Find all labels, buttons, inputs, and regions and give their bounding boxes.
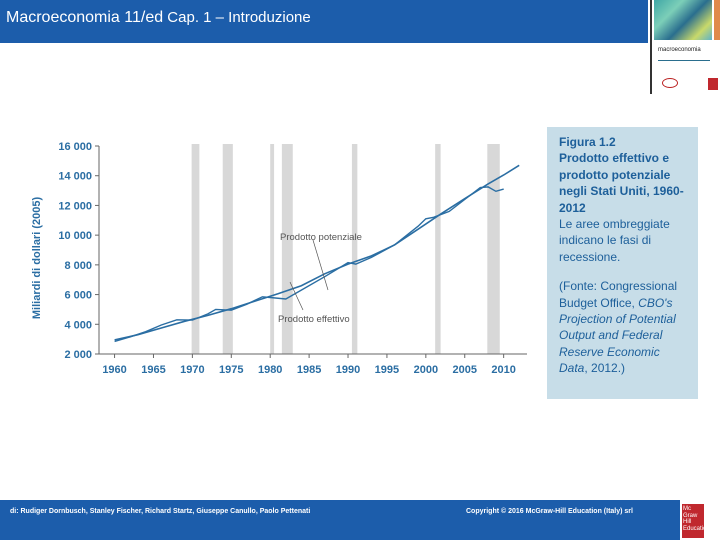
cover-stripe xyxy=(714,0,720,40)
x-tick-label: 1980 xyxy=(258,364,282,376)
caption-title: Prodotto effettivo e prodotto potenziale… xyxy=(559,151,684,215)
x-tick-label: 2010 xyxy=(491,364,515,376)
y-tick-label: 8 000 xyxy=(64,260,92,272)
annotation-effective-leader xyxy=(289,281,304,311)
y-tick-label: 6 000 xyxy=(64,290,92,302)
footer-bar: di: Rudiger Dornbusch, Stanley Fischer, … xyxy=(0,500,680,540)
caption-source-close: , 2012.) xyxy=(584,361,626,376)
y-tick-label: 12 000 xyxy=(58,200,92,212)
footer-authors: di: Rudiger Dornbusch, Stanley Fischer, … xyxy=(10,508,311,515)
footer-copyright: Copyright © 2016 McGraw-Hill Education (… xyxy=(466,508,633,515)
header-bar: Macroeconomia 11/ed Cap. 1 – Introduzion… xyxy=(0,0,648,43)
annotation-potential-leader xyxy=(312,239,329,291)
chart-axes xyxy=(95,145,527,358)
cover-artwork xyxy=(654,0,712,40)
cover-seal-icon xyxy=(662,78,678,88)
caption-source: (Fonte: Congressional Budget Office, CBO… xyxy=(559,278,686,376)
slide-title: Macroeconomia 11/ed Cap. 1 – Introduzion… xyxy=(6,9,311,27)
cover-rule xyxy=(658,60,710,61)
figure-caption: Figura 1.2 Prodotto effettivo e prodotto… xyxy=(547,127,698,399)
publisher-logo: Mc Graw Hill Education xyxy=(680,502,710,540)
caption-source-title: CBO's Projection of Potential Output and… xyxy=(559,295,676,376)
cover-book-name: macroeconomia xyxy=(658,47,701,53)
x-tick-label: 1990 xyxy=(336,364,360,376)
x-tick-label: 1975 xyxy=(219,364,243,376)
x-tick-label: 2000 xyxy=(414,364,438,376)
x-tick-label: 1965 xyxy=(141,364,165,376)
book-cover-image: macroeconomia xyxy=(650,0,720,94)
x-tick-label: 2005 xyxy=(453,364,477,376)
recession-band-6 xyxy=(487,144,500,354)
y-tick-label: 10 000 xyxy=(58,230,92,242)
recession-band-3 xyxy=(281,144,293,354)
line-chart: 2 000 4 000 6 000 8 000 10 000 12 000 14 000 16… xyxy=(31,141,527,376)
x-tick-label: 1960 xyxy=(102,364,126,376)
chapter-title: Cap. 1 – Introduzione xyxy=(167,9,311,26)
logo-line-3: Hill xyxy=(683,519,692,525)
logo-line-4: Education xyxy=(683,525,710,532)
recession-band-0 xyxy=(191,144,200,354)
cover-publisher-logo xyxy=(708,78,718,90)
chart-area: 2 000 4 000 6 000 8 000 10 000 12 000 14 000 16… xyxy=(28,126,533,393)
annotation-effective: Prodotto effettivo xyxy=(278,281,350,325)
logo-line-2: Graw xyxy=(683,512,698,519)
y-tick-label: 2 000 xyxy=(64,349,92,361)
tick-labels: 2 000 4 000 6 000 8 000 10 000 12 000 14 000 16… xyxy=(58,141,516,376)
x-tick-label: 1970 xyxy=(180,364,204,376)
caption-source-open: (Fonte: Congressional Budget Office, xyxy=(559,279,678,310)
recession-bands xyxy=(191,144,500,354)
caption-body: Le aree ombreggiate indicano le fasi di … xyxy=(559,217,670,264)
book-title: Macroeconomia 11/ed xyxy=(6,9,164,26)
annotation-potential: Prodotto potenziale xyxy=(280,232,362,291)
recession-band-4 xyxy=(351,144,358,354)
logo-line-1: Mc xyxy=(683,506,691,512)
y-tick-label: 16 000 xyxy=(58,141,92,153)
recession-band-1 xyxy=(222,144,233,354)
recession-band-5 xyxy=(435,144,441,354)
annotation-potential-label: Prodotto potenziale xyxy=(280,232,362,243)
annotation-effective-label: Prodotto effettivo xyxy=(278,314,350,325)
series-lines xyxy=(114,164,520,343)
x-tick-label: 1995 xyxy=(375,364,399,376)
y-tick-label: 4 000 xyxy=(64,319,92,331)
x-tick-label: 1985 xyxy=(297,364,321,376)
caption-heading: Figura 1.2 xyxy=(559,135,616,149)
y-tick-label: 14 000 xyxy=(58,171,92,183)
series-line-1 xyxy=(114,186,504,343)
recession-band-2 xyxy=(270,144,275,354)
y-axis-label: Miliardi di dollari (2005) xyxy=(31,197,43,320)
